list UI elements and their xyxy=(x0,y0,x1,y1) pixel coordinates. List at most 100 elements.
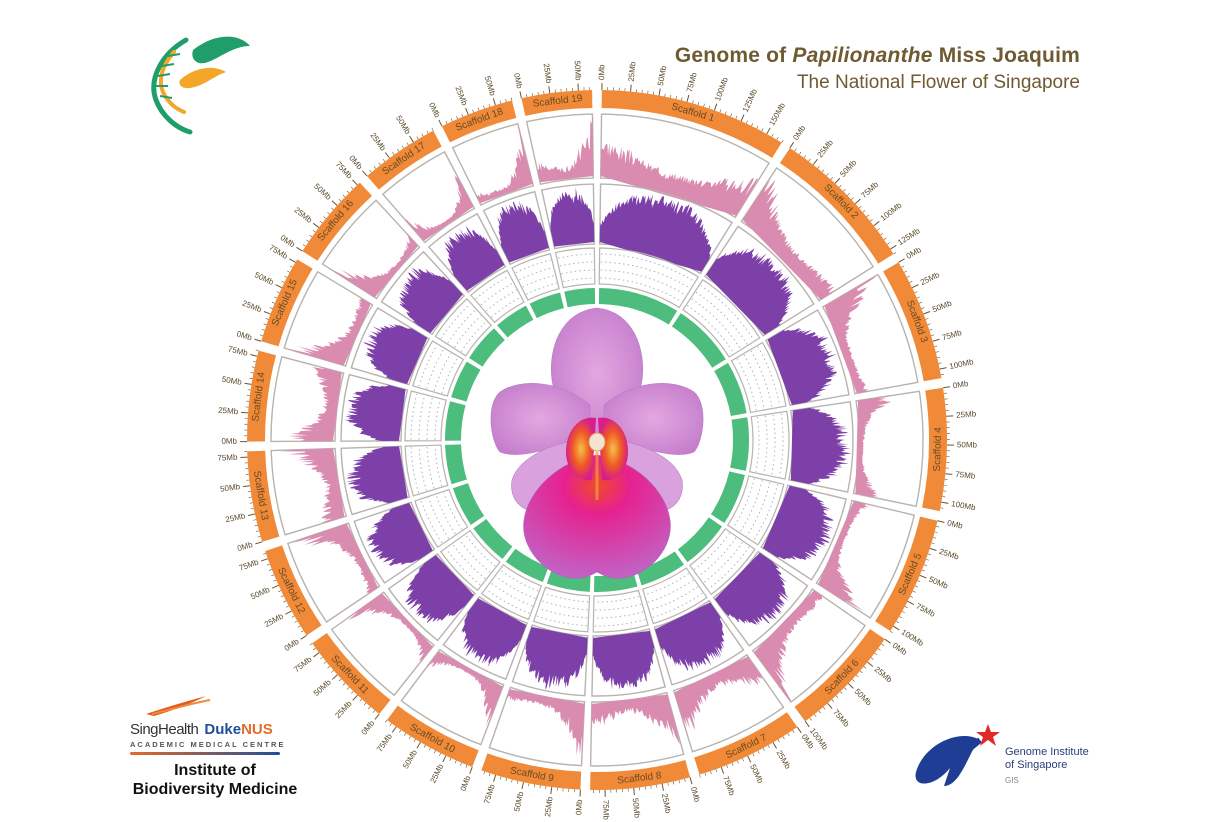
dotted-gridline xyxy=(458,539,491,573)
minor-tick xyxy=(838,184,842,188)
tick-label: 0Mb xyxy=(236,329,254,342)
scaffold-3-pink-histogram xyxy=(824,274,878,394)
scaffold-8-purple-histogram xyxy=(592,630,655,691)
minor-tick xyxy=(516,780,519,784)
dotted-gridline xyxy=(490,582,533,607)
tick-label: 25Mb xyxy=(263,611,285,629)
minor-tick xyxy=(736,760,739,764)
dotted-gridline xyxy=(708,546,750,590)
orchid-flower-image xyxy=(490,307,704,579)
major-tick xyxy=(937,520,945,523)
scaffold-11-purple-histogram xyxy=(405,555,474,624)
minor-tick xyxy=(880,232,884,236)
minor-tick xyxy=(330,207,334,211)
minor-tick xyxy=(382,159,386,162)
scaffold-15-band xyxy=(261,259,313,347)
minor-tick xyxy=(917,580,921,583)
minor-tick xyxy=(510,97,513,101)
minor-tick xyxy=(426,130,429,134)
minor-tick xyxy=(271,574,275,577)
scaffold-14-pink-histogram xyxy=(288,366,342,442)
tick-label: 25Mb xyxy=(660,793,673,815)
minor-tick xyxy=(392,152,395,155)
major-tick xyxy=(313,652,320,658)
tick-label: 25Mb xyxy=(292,205,314,225)
minor-tick xyxy=(401,145,404,149)
minor-tick xyxy=(901,265,905,268)
tick-label: 25Mb xyxy=(938,547,960,562)
dotted-gridline xyxy=(441,357,459,394)
scaffold-15-pink-track-frame xyxy=(283,270,374,367)
minor-tick xyxy=(413,739,416,743)
minor-tick xyxy=(271,301,275,304)
scaffold-18-purple-track-frame xyxy=(482,190,551,266)
major-tick xyxy=(312,222,320,228)
major-tick xyxy=(661,783,664,791)
major-tick xyxy=(890,244,897,250)
minor-tick xyxy=(771,134,774,137)
minor-tick xyxy=(803,155,807,158)
scaffold-17-pink-histogram xyxy=(405,176,474,241)
minor-tick xyxy=(439,753,441,756)
minor-tick xyxy=(831,699,835,702)
major-tick xyxy=(740,114,745,122)
major-tick xyxy=(391,726,397,733)
scaffold-5-pink-histogram xyxy=(818,500,869,612)
minor-tick xyxy=(925,558,929,561)
tick-label: 0Mb xyxy=(597,64,606,80)
scaffold-10-green-band xyxy=(505,548,549,583)
minor-tick xyxy=(488,103,491,107)
dotted-gridline xyxy=(544,592,589,603)
minor-tick xyxy=(910,595,914,598)
major-tick xyxy=(929,547,937,552)
minor-tick xyxy=(675,96,677,100)
tick-label: 50Mb xyxy=(927,575,949,591)
minor-tick xyxy=(724,111,727,115)
minor-tick xyxy=(499,100,502,104)
minor-tick xyxy=(505,778,507,782)
minor-tick xyxy=(396,148,400,152)
major-tick xyxy=(893,625,900,631)
minor-tick xyxy=(431,127,434,131)
tick-label: 75Mb xyxy=(915,602,937,619)
minor-tick xyxy=(794,148,797,152)
scaffold-18-band xyxy=(441,100,517,143)
minor-tick xyxy=(697,101,700,106)
dotted-gridline xyxy=(428,497,450,539)
minor-tick xyxy=(289,265,293,268)
minor-tick xyxy=(378,162,381,166)
dotted-gridline xyxy=(460,321,487,352)
minor-tick xyxy=(719,109,722,113)
dna-leaf-logo xyxy=(151,36,250,135)
minor-tick xyxy=(456,116,458,120)
scaffold-7-pink-histogram xyxy=(674,656,763,739)
dotted-gridline xyxy=(519,267,553,281)
tick-label: 75Mb xyxy=(721,775,737,797)
tick-label: 0Mb xyxy=(279,233,297,249)
minor-tick xyxy=(933,537,937,539)
minor-tick xyxy=(465,764,468,768)
minor-tick xyxy=(923,564,927,566)
astar-logo xyxy=(915,724,1000,786)
tick-label: 75Mb xyxy=(238,557,260,572)
tick-label: 75Mb xyxy=(831,708,851,729)
dotted-gridline xyxy=(750,350,773,408)
minor-tick xyxy=(896,621,900,624)
scaffold-2-green-band xyxy=(671,313,726,368)
minor-tick xyxy=(735,115,738,119)
scaffold-10-pink-track-frame xyxy=(400,648,505,746)
minor-tick xyxy=(408,736,411,739)
minor-tick xyxy=(890,630,893,633)
dotted-gridline xyxy=(652,592,703,618)
major-tick xyxy=(550,786,553,795)
dotted-gridline xyxy=(732,478,755,528)
purple-density-track xyxy=(340,183,854,697)
dotted-gridline xyxy=(686,305,735,354)
institute-line-2: Biodiversity Medicine xyxy=(132,781,298,798)
scaffold-14-band xyxy=(247,350,277,442)
minor-tick xyxy=(742,758,744,762)
major-tick xyxy=(409,135,414,143)
major-tick xyxy=(442,755,447,763)
minor-tick xyxy=(342,682,346,686)
scaffold-6-band xyxy=(794,628,885,722)
